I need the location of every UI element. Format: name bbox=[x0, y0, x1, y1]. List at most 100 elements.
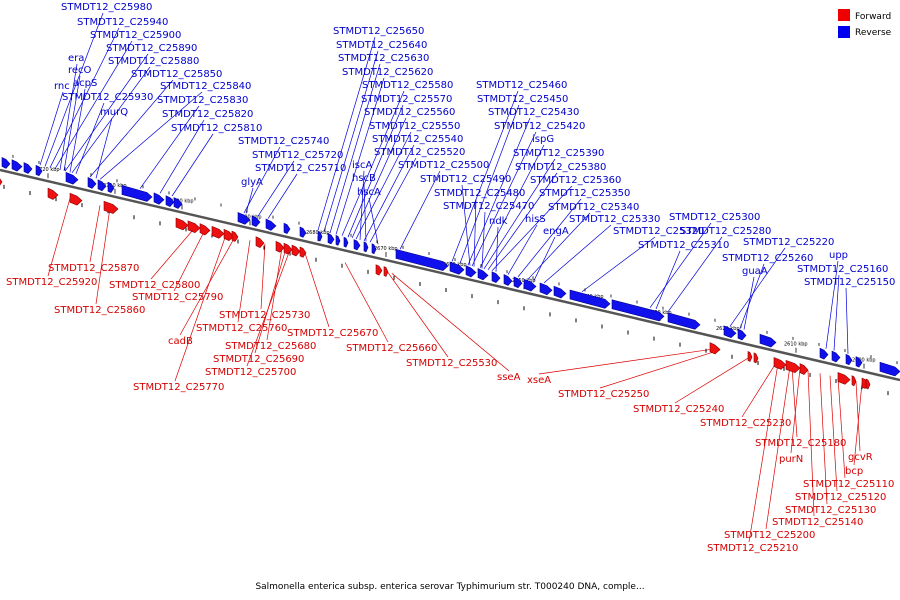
gene-label-stmdt12-c25700[interactable]: STMDT12_C25700 bbox=[205, 367, 296, 378]
gene-label-stmdt12-c25110[interactable]: STMDT12_C25110 bbox=[803, 479, 894, 490]
gene-label-stmdt12-c25720[interactable]: STMDT12_C25720 bbox=[252, 150, 343, 161]
gene-label-stmdt12-c25310[interactable]: STMDT12_C25310 bbox=[638, 240, 729, 251]
gene-label-stmdt12-c25430[interactable]: STMDT12_C25430 bbox=[488, 107, 579, 118]
gene-label-stmdt12-c25550[interactable]: STMDT12_C25550 bbox=[369, 121, 460, 132]
gene-label-stmdt12-c25350[interactable]: STMDT12_C25350 bbox=[539, 188, 630, 199]
gene-label-stmdt12-c25580[interactable]: STMDT12_C25580 bbox=[362, 80, 453, 91]
gene-label-stmdt12-c25790[interactable]: STMDT12_C25790 bbox=[132, 292, 223, 303]
gene-label-stmdt12-c25810[interactable]: STMDT12_C25810 bbox=[171, 123, 262, 134]
gene-label-stmdt12-c25670[interactable]: STMDT12_C25670 bbox=[287, 328, 378, 339]
leader-line bbox=[63, 75, 81, 171]
gene-label-stmdt12-c25940[interactable]: STMDT12_C25940 bbox=[77, 17, 168, 28]
reverse-gene-arrow bbox=[611, 299, 665, 322]
gene-label-stmdt12-c25180[interactable]: STMDT12_C25180 bbox=[755, 438, 846, 449]
gene-label-stmdt12-c25210[interactable]: STMDT12_C25210 bbox=[707, 543, 798, 554]
gene-label-stmdt12-c25870[interactable]: STMDT12_C25870 bbox=[48, 263, 139, 274]
gene-label-murq[interactable]: murQ bbox=[100, 107, 128, 118]
gene-label-stmdt12-c25710[interactable]: STMDT12_C25710 bbox=[255, 163, 346, 174]
gene-label-stmdt12-c25330[interactable]: STMDT12_C25330 bbox=[569, 214, 660, 225]
forward-gene-arrow bbox=[47, 187, 59, 200]
gene-label-hiss[interactable]: hisS bbox=[525, 214, 546, 225]
gene-label-stmdt12-c25770[interactable]: STMDT12_C25770 bbox=[133, 382, 224, 393]
gene-label-stmdt12-c25320[interactable]: STMDT12_C25320 bbox=[613, 226, 704, 237]
reverse-gene-arrow bbox=[1, 156, 11, 169]
gene-label-isca[interactable]: iscA bbox=[352, 160, 372, 171]
gene-label-ssea[interactable]: sseA bbox=[497, 372, 521, 383]
gene-label-stmdt12-c25860[interactable]: STMDT12_C25860 bbox=[54, 305, 145, 316]
gene-label-bcp[interactable]: bcp bbox=[845, 466, 863, 477]
leader-line bbox=[329, 63, 381, 234]
gene-label-stmdt12-c25680[interactable]: STMDT12_C25680 bbox=[225, 341, 316, 352]
gene-label-stmdt12-c25250[interactable]: STMDT12_C25250 bbox=[558, 389, 649, 400]
gene-label-stmdt12-c25570[interactable]: STMDT12_C25570 bbox=[361, 94, 452, 105]
gene-label-stmdt12-c25820[interactable]: STMDT12_C25820 bbox=[162, 109, 253, 120]
gene-label-stmdt12-c25470[interactable]: STMDT12_C25470 bbox=[443, 201, 534, 212]
gene-label-stmdt12-c25360[interactable]: STMDT12_C25360 bbox=[530, 175, 621, 186]
gene-label-stmdt12-c25420[interactable]: STMDT12_C25420 bbox=[494, 121, 585, 132]
gene-label-stmdt12-c25450[interactable]: STMDT12_C25450 bbox=[477, 94, 568, 105]
gene-label-stmdt12-c25220[interactable]: STMDT12_C25220 bbox=[743, 237, 834, 248]
gene-label-guaa[interactable]: guaA bbox=[742, 266, 768, 277]
gene-label-ndk[interactable]: ndk bbox=[489, 216, 508, 227]
gene-label-enga[interactable]: engA bbox=[543, 226, 569, 237]
gene-label-stmdt12-c25300[interactable]: STMDT12_C25300 bbox=[669, 212, 760, 223]
gene-label-purn[interactable]: purN bbox=[779, 454, 803, 465]
gene-label-stmdt12-c25920[interactable]: STMDT12_C25920 bbox=[6, 277, 97, 288]
gene-label-stmdt12-c25380[interactable]: STMDT12_C25380 bbox=[515, 162, 606, 173]
gene-label-stmdt12-c25660[interactable]: STMDT12_C25660 bbox=[346, 343, 437, 354]
gene-label-stmdt12-c25540[interactable]: STMDT12_C25540 bbox=[372, 134, 463, 145]
gene-label-stmdt12-c25500[interactable]: STMDT12_C25500 bbox=[398, 160, 489, 171]
gene-label-stmdt12-c25390[interactable]: STMDT12_C25390 bbox=[513, 148, 604, 159]
gene-label-stmdt12-c25730[interactable]: STMDT12_C25730 bbox=[219, 310, 310, 321]
gene-label-ispg[interactable]: ispG bbox=[532, 134, 554, 145]
gene-label-stmdt12-c25620[interactable]: STMDT12_C25620 bbox=[342, 67, 433, 78]
gene-label-stmdt12-c25690[interactable]: STMDT12_C25690 bbox=[213, 354, 304, 365]
gene-label-stmdt12-c25340[interactable]: STMDT12_C25340 bbox=[548, 202, 639, 213]
gene-label-stmdt12-c25120[interactable]: STMDT12_C25120 bbox=[795, 492, 886, 503]
leader-line bbox=[825, 260, 839, 349]
gene-label-stmdt12-c25740[interactable]: STMDT12_C25740 bbox=[238, 136, 329, 147]
gene-label-stmdt12-c25240[interactable]: STMDT12_C25240 bbox=[633, 404, 724, 415]
leader-line bbox=[479, 144, 545, 269]
gene-label-hscb[interactable]: hscB bbox=[352, 173, 376, 184]
gene-label-stmdt12-c25900[interactable]: STMDT12_C25900 bbox=[90, 30, 181, 41]
gene-label-stmdt12-c25930[interactable]: STMDT12_C25930 bbox=[62, 92, 153, 103]
gene-label-rnc[interactable]: rnc bbox=[54, 81, 70, 92]
gene-label-stmdt12-c25650[interactable]: STMDT12_C25650 bbox=[333, 26, 424, 37]
gene-label-stmdt12-c25850[interactable]: STMDT12_C25850 bbox=[131, 69, 222, 80]
gene-label-stmdt12-c25890[interactable]: STMDT12_C25890 bbox=[106, 43, 197, 54]
gene-label-stmdt12-c25150[interactable]: STMDT12_C25150 bbox=[804, 277, 895, 288]
gene-label-stmdt12-c25530[interactable]: STMDT12_C25530 bbox=[406, 358, 497, 369]
gene-label-stmdt12-c25840[interactable]: STMDT12_C25840 bbox=[160, 81, 251, 92]
gene-label-stmdt12-c25880[interactable]: STMDT12_C25880 bbox=[108, 56, 199, 67]
gene-label-stmdt12-c25560[interactable]: STMDT12_C25560 bbox=[364, 107, 455, 118]
gene-label-stmdt12-c25800[interactable]: STMDT12_C25800 bbox=[109, 280, 200, 291]
gene-label-stmdt12-c25140[interactable]: STMDT12_C25140 bbox=[772, 517, 863, 528]
gene-label-stmdt12-c25490[interactable]: STMDT12_C25490 bbox=[420, 174, 511, 185]
leader-line bbox=[245, 187, 254, 214]
gene-label-stmdt12-c25480[interactable]: STMDT12_C25480 bbox=[434, 188, 525, 199]
gene-label-stmdt12-c25280[interactable]: STMDT12_C25280 bbox=[680, 226, 771, 237]
gene-label-stmdt12-c25200[interactable]: STMDT12_C25200 bbox=[724, 530, 815, 541]
gene-label-stmdt12-c25130[interactable]: STMDT12_C25130 bbox=[785, 505, 876, 516]
gene-label-gcvr[interactable]: gcvR bbox=[848, 452, 873, 463]
gene-label-stmdt12-c25830[interactable]: STMDT12_C25830 bbox=[157, 95, 248, 106]
gene-label-stmdt12-c25980[interactable]: STMDT12_C25980 bbox=[61, 2, 152, 13]
gene-label-hsca[interactable]: hscA bbox=[357, 187, 381, 198]
gene-label-stmdt12-c25260[interactable]: STMDT12_C25260 bbox=[722, 253, 813, 264]
gene-label-upp[interactable]: upp bbox=[829, 250, 848, 261]
gene-label-stmdt12-c25460[interactable]: STMDT12_C25460 bbox=[476, 80, 567, 91]
gene-label-glya[interactable]: glyA bbox=[241, 177, 263, 188]
gene-label-stmdt12-c25760[interactable]: STMDT12_C25760 bbox=[196, 323, 287, 334]
gene-label-stmdt12-c25230[interactable]: STMDT12_C25230 bbox=[700, 418, 791, 429]
gene-label-acps[interactable]: acpS bbox=[73, 78, 97, 89]
gene-label-stmdt12-c25520[interactable]: STMDT12_C25520 bbox=[374, 147, 465, 158]
gene-label-xsea[interactable]: xseA bbox=[527, 375, 551, 386]
gene-label-stmdt12-c25160[interactable]: STMDT12_C25160 bbox=[797, 264, 888, 275]
gene-label-stmdt12-c25630[interactable]: STMDT12_C25630 bbox=[338, 53, 429, 64]
reverse-gene-arrow bbox=[173, 197, 183, 209]
gene-label-stmdt12-c25640[interactable]: STMDT12_C25640 bbox=[336, 40, 427, 51]
gene-label-reco[interactable]: recO bbox=[68, 65, 92, 76]
gene-label-era[interactable]: era bbox=[68, 53, 84, 64]
gene-label-cadb[interactable]: cadB bbox=[168, 336, 193, 347]
